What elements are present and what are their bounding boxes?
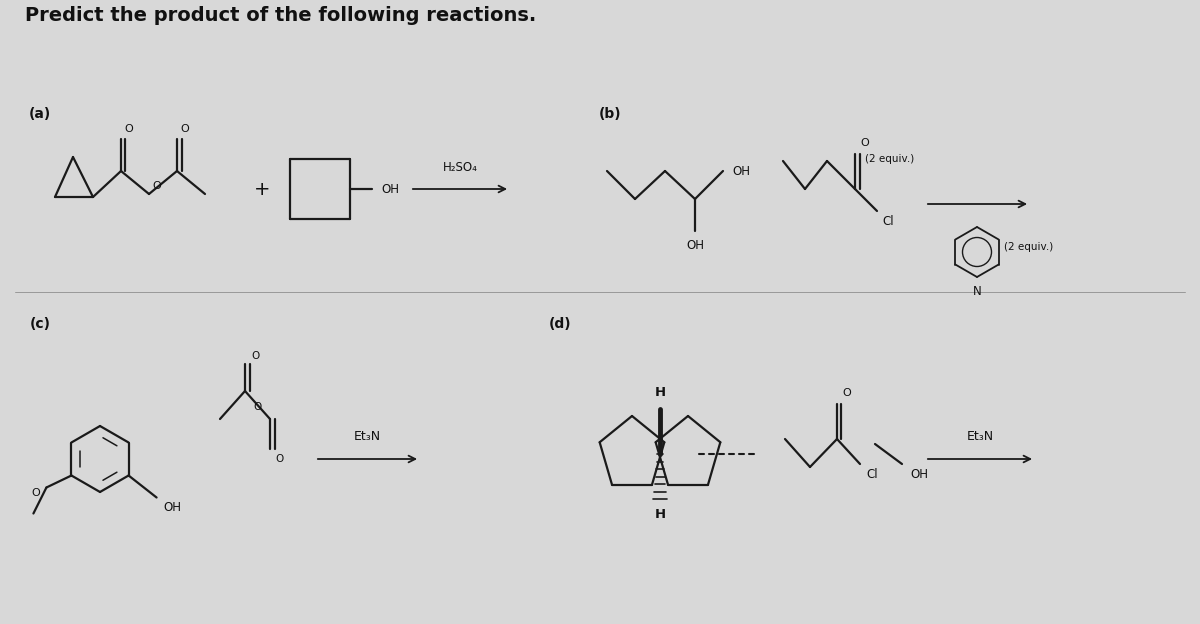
Text: (d): (d)	[548, 317, 571, 331]
Text: OH: OH	[910, 467, 928, 480]
Text: (2 equiv.): (2 equiv.)	[865, 154, 914, 164]
Text: O: O	[842, 388, 851, 398]
Text: OH: OH	[382, 182, 398, 195]
Text: (c): (c)	[30, 317, 50, 331]
Text: H: H	[654, 509, 666, 522]
Text: O: O	[181, 124, 190, 134]
Text: OH: OH	[732, 165, 750, 177]
Text: O: O	[125, 124, 133, 134]
Text: (2 equiv.): (2 equiv.)	[1004, 242, 1054, 252]
Text: O: O	[252, 351, 260, 361]
Text: Predict the product of the following reactions.: Predict the product of the following rea…	[25, 6, 536, 25]
Text: Cl: Cl	[882, 215, 894, 228]
Text: O: O	[152, 181, 161, 191]
Text: (a): (a)	[29, 107, 52, 121]
Text: N: N	[973, 285, 982, 298]
Text: H₂SO₄: H₂SO₄	[443, 160, 478, 173]
Text: O: O	[860, 138, 869, 148]
Text: Et₃N: Et₃N	[354, 431, 382, 444]
Text: +: +	[253, 180, 270, 198]
Text: H: H	[654, 386, 666, 399]
Text: OH: OH	[686, 238, 704, 251]
Text: OH: OH	[163, 501, 181, 514]
Text: Cl: Cl	[866, 469, 878, 482]
Text: O: O	[276, 454, 284, 464]
Text: (b): (b)	[599, 107, 622, 121]
Text: O: O	[254, 402, 262, 412]
Text: O: O	[31, 489, 40, 499]
Text: Et₃N: Et₃N	[966, 431, 994, 444]
